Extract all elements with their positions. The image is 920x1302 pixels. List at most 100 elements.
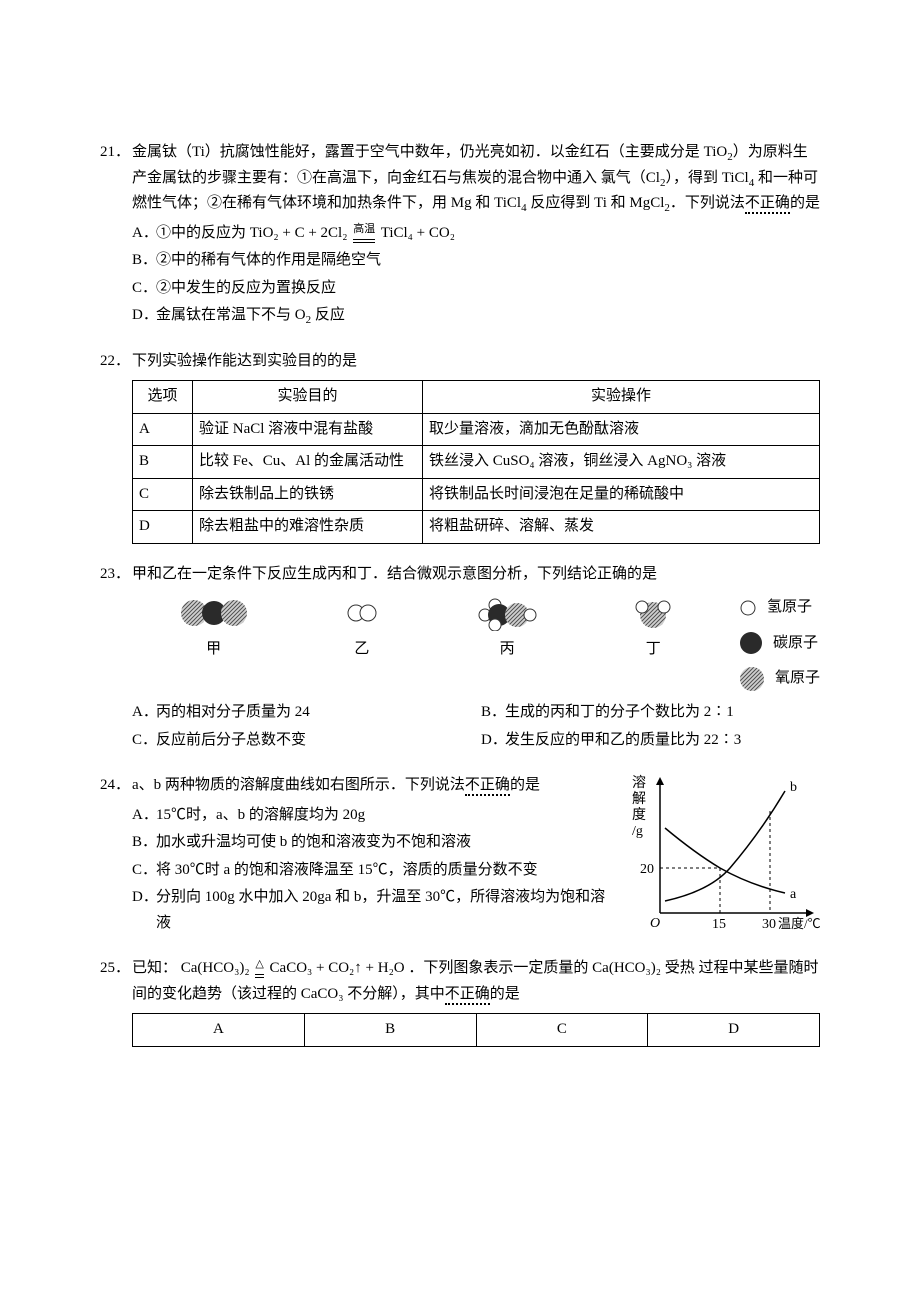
q24-opt-b: B．加水或升温均可使 b 的饱和溶液变为不饱和溶液 (132, 830, 620, 856)
q24-stem: 24． a、b 两种物质的溶解度曲线如右图所示．下列说法不正确的是 A．15℃时… (100, 773, 820, 938)
legend-label: 氧原子 (775, 666, 820, 692)
table-header-row: 选项 实验目的 实验操作 (133, 381, 820, 414)
col-a: A (133, 1014, 305, 1047)
q21-options: A． ①中的反应为 TiO₂ + C + 2Cl₂ 高温 TiCl₄ + CO₂… (132, 221, 820, 329)
opt-text: 生成的丙和丁的分子个数比为 2∶1 (505, 700, 734, 726)
col-option: 选项 (133, 381, 193, 414)
col-c: C (476, 1014, 648, 1047)
cell: 将粗盐研碎、溶解、蒸发 (423, 511, 820, 544)
q21-line4d: 的是 (790, 195, 820, 211)
q21-stem: 21． 金属钛（Ti）抗腐蚀性能好，露置于空气中数年，仍光亮如初．以金红石（主要… (100, 140, 820, 331)
opt-label: B． (132, 248, 156, 274)
label-bing: 丙 (500, 637, 515, 663)
series-b-label: b (790, 780, 797, 795)
opt-label: D． (132, 303, 156, 329)
label-ding: 丁 (646, 637, 661, 663)
label-yi: 乙 (354, 637, 369, 663)
q23-opt-b: B．生成的丙和丁的分子个数比为 2∶1 (481, 700, 820, 726)
q24-stem-post: 的是 (510, 777, 540, 793)
cell: D (133, 511, 193, 544)
cell: 除去铁制品上的铁锈 (193, 478, 423, 511)
table-row: D 除去粗盐中的难溶性杂质 将粗盐研碎、溶解、蒸发 (133, 511, 820, 544)
opt-label: D． (481, 728, 505, 754)
molecule-ch3oh-icon (475, 595, 539, 631)
q21-line2a: TiO (704, 144, 728, 160)
eq-rhs: TiCl₄ + CO₂ (381, 225, 455, 241)
cell: 比较 Fe、Cu、Al 的金属活动性 (193, 446, 423, 479)
question-24: 24． a、b 两种物质的溶解度曲线如右图所示．下列说法不正确的是 A．15℃时… (100, 773, 820, 938)
q24-opt-c: C．将 30℃时 a 的饱和溶液降温至 15℃，溶质的质量分数不变 (132, 858, 620, 884)
atom-legend: 氢原子 碳原子 氧原子 (731, 595, 820, 692)
q22-number: 22． (100, 349, 132, 375)
hydrogen-atom-icon (739, 599, 757, 617)
q24-opt-a: A．15℃时，a、b 的溶解度均为 20g (132, 803, 620, 829)
q21-a-pre: ①中的反应为 (156, 225, 246, 241)
legend-label: 氢原子 (767, 595, 812, 621)
q22-body: 下列实验操作能达到实验目的的是 选项 实验目的 实验操作 A 验证 NaCl 溶… (132, 349, 820, 544)
q23-options: A．丙的相对分子质量为 24 B．生成的丙和丁的分子个数比为 2∶1 C．反应前… (132, 700, 820, 755)
q21-line1: 金属钛（Ti）抗腐蚀性能好，露置于空气中数年，仍光亮如初．以金红石（主要成分是 (132, 144, 700, 160)
opt-text: 发生反应的甲和乙的质量比为 22∶3 (505, 728, 741, 754)
q23-stem: 23． 甲和乙在一定条件下反应生成丙和丁．结合微观示意图分析，下列结论正确的是 … (100, 562, 820, 756)
q23-opt-d: D．发生反应的甲和乙的质量比为 22∶3 (481, 728, 820, 754)
label-jia: 甲 (206, 637, 221, 663)
molecule-ding: 丁 (632, 595, 674, 663)
q21-underline: 不正确 (745, 195, 790, 214)
q24-underline: 不正确 (465, 777, 510, 796)
legend-label: 碳原子 (773, 631, 818, 657)
xtick-30: 30 (762, 917, 776, 932)
col-d: D (648, 1014, 820, 1047)
opt-label: B． (132, 830, 156, 856)
q21-opt-b: B． ②中的稀有气体的作用是隔绝空气 (132, 248, 820, 274)
q21-c-text: ②中发生的反应为置换反应 (156, 276, 336, 302)
q21-d-text: 金属钛在常温下不与 O2 反应 (156, 303, 345, 329)
eq-lhs: TiO₂ + C + 2Cl₂ (250, 225, 348, 241)
series-a-label: a (790, 887, 797, 902)
q23-opt-a: A．丙的相对分子质量为 24 (132, 700, 471, 726)
col-operation: 实验操作 (423, 381, 820, 414)
q25-stem: 25． 已知： Ca(HCO₃)₂ △ CaCO₃ + CO₂↑ + H₂O ．… (100, 956, 820, 1047)
opt-text: 加水或升温均可使 b 的饱和溶液变为不饱和溶液 (156, 830, 471, 856)
q25-pre: 已知： (132, 960, 177, 976)
carbon-atom-icon (739, 631, 763, 655)
ylabel: 解 (632, 791, 646, 807)
q25-table: A B C D (132, 1013, 820, 1047)
q21-a-text: ①中的反应为 TiO₂ + C + 2Cl₂ 高温 TiCl₄ + CO₂ (156, 221, 455, 247)
table-row: A 验证 NaCl 溶液中混有盐酸 取少量溶液，滴加无色酚酞溶液 (133, 413, 820, 446)
legend-oxygen: 氧原子 (739, 666, 820, 692)
cell: 除去粗盐中的难溶性杂质 (193, 511, 423, 544)
q23-diagram: 甲 乙 (132, 595, 820, 692)
ytick-20: 20 (640, 862, 654, 877)
solubility-chart-icon: 溶 解 度 /g O b a 20 15 (630, 773, 820, 933)
q22-stem: 22． 下列实验操作能达到实验目的的是 选项 实验目的 实验操作 A 验证 Na… (100, 349, 820, 544)
q23-body: 甲和乙在一定条件下反应生成丙和丁．结合微观示意图分析，下列结论正确的是 甲 (132, 562, 820, 756)
q21-line4a: TiCl (494, 195, 521, 211)
q23-stem-text: 甲和乙在一定条件下反应生成丙和丁．结合微观示意图分析，下列结论正确的是 (132, 566, 657, 582)
q25-mid: ．下列图象表示一定质量的 Ca(HCO₃)₂ 受热 (408, 960, 694, 976)
q21-line4c: ．下列说法 (670, 195, 745, 211)
reaction-arrow-icon: △ (255, 959, 263, 978)
question-25: 25． 已知： Ca(HCO₃)₂ △ CaCO₃ + CO₂↑ + H₂O ．… (100, 956, 820, 1047)
opt-text: 反应前后分子总数不变 (156, 728, 306, 754)
molecule-h2o-icon (632, 595, 674, 631)
question-23: 23． 甲和乙在一定条件下反应生成丙和丁．结合微观示意图分析，下列结论正确的是 … (100, 562, 820, 756)
opt-text: 分别向 100g 水中加入 20ga 和 b，升温至 30℃，所得溶液均为饱和溶… (156, 885, 620, 936)
table-row: C 除去铁制品上的铁锈 将铁制品长时间浸泡在足量的稀硫酸中 (133, 478, 820, 511)
molecule-co2-icon (179, 595, 249, 631)
opt-label: A． (132, 221, 156, 247)
q25-underline: 不正确 (445, 986, 490, 1005)
q24-stem-pre: a、b 两种物质的溶解度曲线如右图所示．下列说法 (132, 777, 465, 793)
molecule-h2-icon (342, 595, 382, 631)
ylabel: 溶 (632, 775, 646, 791)
opt-label: B． (481, 700, 505, 726)
q24-options: A．15℃时，a、b 的溶解度均为 20g B．加水或升温均可使 b 的饱和溶液… (132, 803, 620, 937)
origin-label: O (650, 916, 660, 931)
eq-rhs: CaCO₃ + CO₂↑ + H₂O (270, 960, 405, 976)
xtick-15: 15 (712, 917, 726, 932)
q21-line3a: 氯气（Cl (601, 170, 660, 186)
q21-b-text: ②中的稀有气体的作用是隔绝空气 (156, 248, 381, 274)
oxygen-atom-icon (739, 666, 765, 692)
opt-label: A． (132, 700, 156, 726)
q25-l2b: 的是 (490, 986, 520, 1002)
cell: 铁丝浸入 CuSO₄ 溶液，铜丝浸入 AgNO₃ 溶液 (423, 446, 820, 479)
